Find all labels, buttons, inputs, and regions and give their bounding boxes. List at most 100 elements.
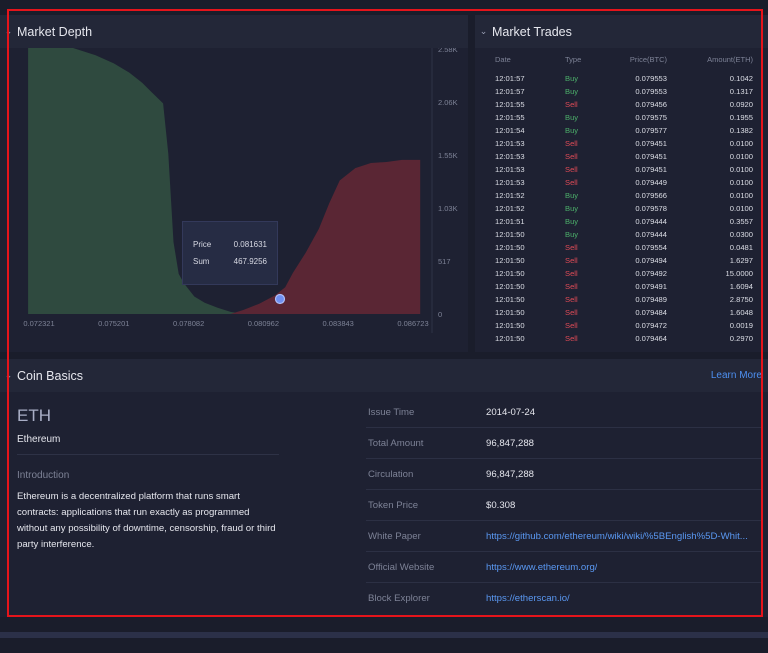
trade-amount: 0.0100 [729,139,753,148]
divider [17,454,279,455]
coin-symbol: ETH [17,406,51,425]
trade-row: 12:01:50 Sell 0.079491 1.6094 [475,282,768,295]
trade-type: Buy [565,191,579,200]
chevron-down-icon[interactable]: ⌄ [4,370,13,380]
trade-amount: 0.0019 [729,321,753,330]
y-tick-label: 0 [438,310,442,319]
trade-amount: 0.1042 [729,74,753,83]
info-row-official-website: Official Website https://www.ethereum.or… [366,552,762,583]
y-tick-label: 2.58K [438,48,458,54]
introduction-label: Introduction [17,470,70,481]
trade-type: Sell [565,243,578,252]
y-tick-label: 517 [438,257,451,266]
market-trades-header[interactable]: ⌄ Market Trades [475,15,768,48]
trade-row: 12:01:50 Sell 0.079494 1.6297 [475,256,768,269]
info-value: $0.308 [486,500,516,511]
learn-more-link[interactable]: Learn More [710,370,762,381]
tooltip-price-row: Price 0.081631 [193,240,267,249]
official-website-link[interactable]: https://www.ethereum.org/ [486,562,598,573]
trade-price: 0.079489 [635,295,667,304]
x-tick-label: 0.072321 [23,319,54,328]
trade-type: Sell [565,282,578,291]
trade-amount: 2.8750 [729,295,753,304]
trade-price: 0.079577 [635,126,667,135]
tooltip-price-label: Price [193,240,212,249]
coin-name: Ethereum [17,434,61,445]
info-row-issue-time: Issue Time 2014-07-24 [366,397,762,428]
trade-row: 12:01:52 Buy 0.079578 0.0100 [475,204,768,217]
trade-amount: 0.2970 [729,334,753,343]
trade-price: 0.079554 [635,243,667,252]
chevron-down-icon[interactable]: ⌄ [4,26,13,36]
trade-price: 0.079491 [635,282,667,291]
info-value: 96,847,288 [486,469,535,480]
trade-row: 12:01:50 Sell 0.079492 15.0000 [475,269,768,282]
info-row-total-amount: Total Amount 96,847,288 [366,428,762,459]
trade-row: 12:01:57 Buy 0.079553 0.1317 [475,87,768,100]
bottom-panel-edge [0,632,768,638]
trade-time: 12:01:57 [495,87,525,96]
market-trades-panel: ⌄ Market Trades Date Type Price(BTC) Amo… [475,15,768,352]
introduction-text: Ethereum is a decentralized platform tha… [17,491,276,550]
trade-amount: 0.1382 [729,126,753,135]
white-paper-link[interactable]: https://github.com/ethereum/wiki/wiki/%5… [486,531,748,542]
trade-time: 12:01:55 [495,113,525,122]
market-depth-header[interactable]: ⌄ Market Depth [0,15,468,48]
trade-row: 12:01:53 Sell 0.079451 0.0100 [475,165,768,178]
trade-row: 12:01:50 Buy 0.079444 0.0300 [475,230,768,243]
trade-amount: 0.3557 [729,217,753,226]
trade-row: 12:01:57 Buy 0.079553 0.1042 [475,74,768,87]
hover-marker [274,293,286,305]
trade-price: 0.079456 [635,100,667,109]
trade-time: 12:01:50 [495,269,525,278]
trade-type: Sell [565,334,578,343]
trade-time: 12:01:53 [495,152,525,161]
info-label: Circulation [368,469,414,480]
trade-amount: 0.0100 [729,191,753,200]
trade-amount: 0.0100 [729,204,753,213]
trade-amount: 1.6048 [729,308,753,317]
depth-tooltip: Price 0.081631 Sum 467.9256 [182,221,278,285]
trade-price: 0.079451 [635,152,667,161]
trade-time: 12:01:50 [495,334,525,343]
trade-time: 12:01:53 [495,178,525,187]
trade-type: Sell [565,269,578,278]
info-row-token-price: Token Price $0.308 [366,490,762,521]
trade-amount: 15.0000 [725,269,753,278]
trade-price: 0.079444 [635,230,667,239]
chevron-down-icon[interactable]: ⌄ [479,26,488,36]
trade-time: 12:01:50 [495,243,525,252]
trade-type: Sell [565,178,578,187]
trade-price: 0.079578 [635,204,667,213]
info-label: Token Price [368,500,419,511]
trade-price: 0.079449 [635,178,667,187]
info-row-white-paper: White Paper https://github.com/ethereum/… [366,521,762,552]
x-tick-label: 0.083843 [323,319,354,328]
trade-amount: 1.6297 [729,256,753,265]
trade-type: Sell [565,100,578,109]
y-tick-label: 1.03K [438,204,458,213]
trade-type: Sell [565,308,578,317]
trade-row: 12:01:53 Sell 0.079451 0.0100 [475,152,768,165]
trade-price: 0.079566 [635,191,667,200]
trade-time: 12:01:50 [495,295,525,304]
info-row-block-explorer: Block Explorer https://etherscan.io/ [366,583,762,614]
info-label: Official Website [368,562,435,573]
x-tick-label: 0.086723 [397,319,428,328]
block-explorer-link[interactable]: https://etherscan.io/ [486,593,570,604]
trade-amount: 0.0920 [729,100,753,109]
coin-basics-panel: ⌄ Coin Basics Learn More ETH Ethereum In… [0,359,768,617]
trade-type: Sell [565,256,578,265]
trade-row: 12:01:52 Buy 0.079566 0.0100 [475,191,768,204]
trade-amount: 0.0481 [729,243,753,252]
trade-row: 12:01:51 Buy 0.079444 0.3557 [475,217,768,230]
trade-price: 0.079451 [635,139,667,148]
info-value: 96,847,288 [486,438,535,449]
col-date: Date [495,55,511,64]
trade-type: Buy [565,126,579,135]
trade-price: 0.079451 [635,165,667,174]
depth-chart[interactable]: 2.58K 2.06K 1.55K 1.03K 517 0 0.072321 0.07520… [0,48,468,352]
trade-price: 0.079444 [635,217,667,226]
x-tick-label: 0.075201 [98,319,129,328]
coin-basics-header[interactable]: ⌄ Coin Basics Learn More [0,359,768,392]
